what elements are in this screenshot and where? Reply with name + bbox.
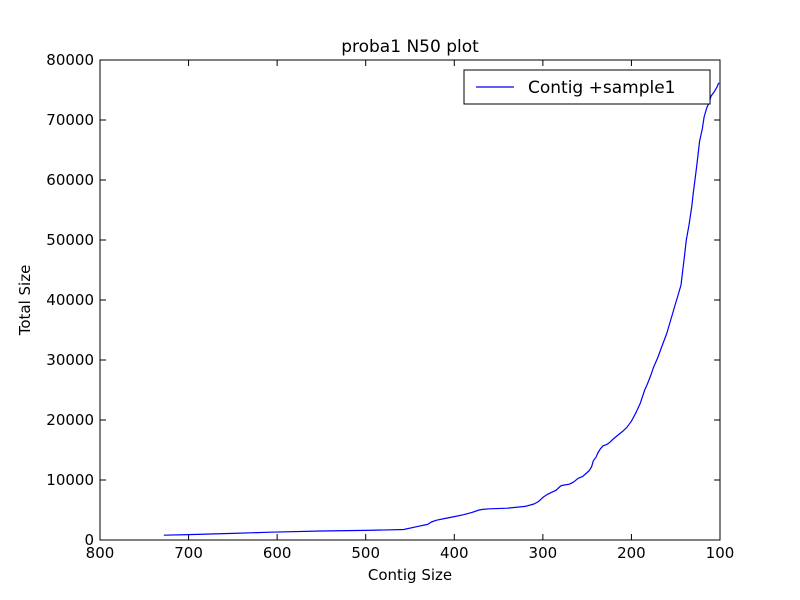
x-tick-label: 700: [174, 544, 203, 562]
y-tick-label: 30000: [46, 351, 94, 369]
y-tick-label: 60000: [46, 171, 94, 189]
series-line: [163, 82, 720, 536]
y-tick-label: 0: [84, 531, 94, 549]
y-axis: 0 10000 20000 30000 40000 50000 60000 70000 8000…: [46, 51, 720, 549]
x-tick-label: 200: [617, 544, 646, 562]
y-axis-label: Total Size: [16, 265, 34, 337]
y-tick-label: 40000: [46, 291, 94, 309]
legend-label: Contig +sample1: [528, 78, 676, 98]
x-axis: 800 700 600 500 400 300 200 100: [86, 60, 735, 562]
y-tick-label: 10000: [46, 471, 94, 489]
x-tick-label: 400: [440, 544, 469, 562]
x-tick-label: 500: [351, 544, 380, 562]
x-tick-label: 600: [263, 544, 292, 562]
y-tick-label: 70000: [46, 111, 94, 129]
y-tick-label: 50000: [46, 231, 94, 249]
x-axis-label: Contig Size: [368, 566, 452, 584]
series-layer: [163, 82, 720, 536]
plot-area: [99, 59, 721, 541]
chart-title: proba1 N50 plot: [341, 37, 479, 57]
x-tick-label: 800: [86, 544, 115, 562]
plot-frame: [99, 59, 721, 541]
x-tick-label: 100: [706, 544, 735, 562]
legend: Contig +sample1: [463, 69, 711, 105]
y-tick-label: 80000: [46, 51, 94, 69]
y-tick-label: 20000: [46, 411, 94, 429]
x-tick-label: 300: [529, 544, 558, 562]
